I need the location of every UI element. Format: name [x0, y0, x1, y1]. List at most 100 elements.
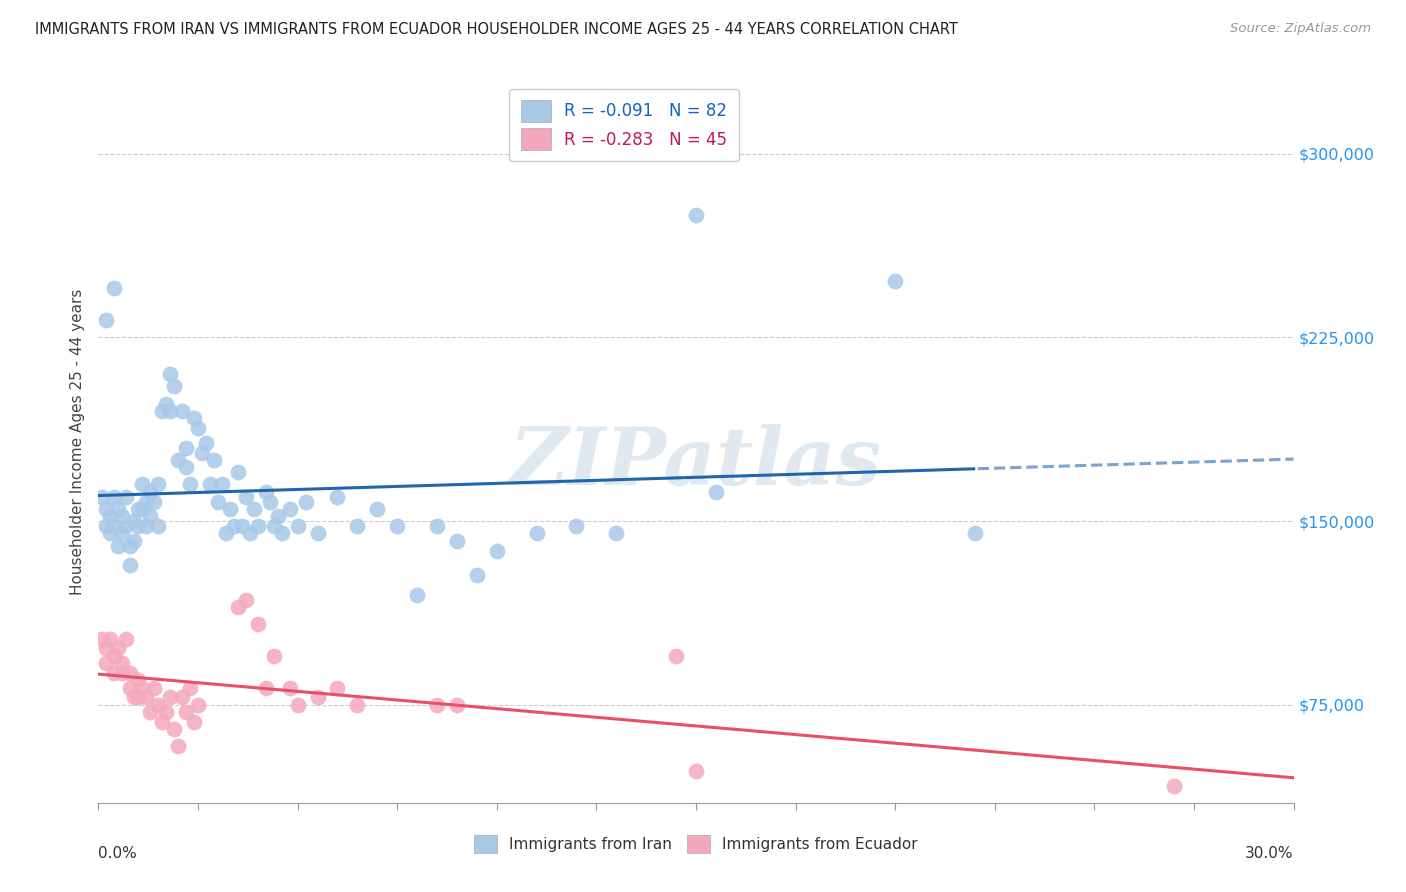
Point: [385, 519, 409, 533]
Point: [96, 313, 118, 327]
Point: [235, 592, 257, 607]
Point: [211, 477, 233, 491]
Point: [346, 698, 368, 712]
Point: [139, 705, 162, 719]
Point: [96, 641, 118, 656]
Point: [174, 705, 197, 719]
Point: [187, 698, 209, 712]
Point: [198, 477, 221, 491]
Point: [111, 526, 134, 541]
Point: [96, 502, 118, 516]
Point: [202, 453, 225, 467]
Point: [263, 519, 285, 533]
Point: [155, 705, 177, 719]
Point: [120, 539, 142, 553]
Point: [366, 502, 388, 516]
Point: [131, 502, 153, 516]
Point: [127, 502, 149, 516]
Point: [103, 281, 125, 295]
Point: [103, 519, 125, 533]
Point: [91, 632, 114, 646]
Point: [207, 494, 229, 508]
Point: [246, 519, 269, 533]
Point: [115, 490, 138, 504]
Point: [127, 519, 149, 533]
Point: [172, 690, 194, 705]
Point: [148, 698, 170, 712]
Point: [124, 533, 146, 548]
Point: [143, 681, 166, 695]
Point: [346, 519, 368, 533]
Point: [174, 460, 197, 475]
Point: [685, 764, 707, 778]
Text: ZIPatlas: ZIPatlas: [510, 425, 882, 502]
Point: [127, 690, 149, 705]
Point: [294, 494, 316, 508]
Point: [426, 519, 449, 533]
Point: [163, 723, 186, 737]
Point: [307, 690, 329, 705]
Point: [326, 681, 349, 695]
Text: 0.0%: 0.0%: [98, 847, 138, 861]
Point: [139, 484, 162, 499]
Point: [143, 494, 166, 508]
Point: [263, 648, 285, 663]
Point: [98, 509, 122, 524]
Point: [704, 484, 727, 499]
Point: [139, 509, 162, 524]
Point: [287, 698, 309, 712]
Point: [163, 379, 186, 393]
Point: [155, 396, 177, 410]
Text: IMMIGRANTS FROM IRAN VS IMMIGRANTS FROM ECUADOR HOUSEHOLDER INCOME AGES 25 - 44 : IMMIGRANTS FROM IRAN VS IMMIGRANTS FROM …: [35, 22, 957, 37]
Point: [307, 526, 329, 541]
Point: [446, 533, 468, 548]
Point: [131, 477, 153, 491]
Point: [426, 698, 449, 712]
Point: [215, 526, 238, 541]
Point: [159, 367, 181, 381]
Point: [107, 539, 129, 553]
Point: [179, 477, 201, 491]
Point: [326, 490, 349, 504]
Point: [239, 526, 262, 541]
Point: [195, 435, 218, 450]
Point: [96, 656, 118, 670]
Point: [605, 526, 627, 541]
Point: [259, 494, 281, 508]
Point: [526, 526, 548, 541]
Point: [167, 739, 190, 754]
Point: [235, 490, 257, 504]
Point: [135, 690, 157, 705]
Point: [1163, 779, 1185, 793]
Point: [120, 558, 142, 573]
Point: [254, 681, 277, 695]
Point: [111, 509, 134, 524]
Point: [174, 441, 197, 455]
Point: [96, 519, 118, 533]
Point: [111, 656, 134, 670]
Point: [226, 465, 249, 479]
Point: [884, 274, 907, 288]
Point: [278, 502, 301, 516]
Point: [485, 543, 508, 558]
Point: [135, 519, 157, 533]
Y-axis label: Householder Income Ages 25 - 44 years: Householder Income Ages 25 - 44 years: [69, 288, 84, 595]
Text: Source: ZipAtlas.com: Source: ZipAtlas.com: [1230, 22, 1371, 36]
Point: [179, 681, 201, 695]
Point: [246, 617, 269, 632]
Point: [465, 568, 488, 582]
Point: [103, 490, 125, 504]
Point: [120, 665, 142, 680]
Point: [127, 673, 149, 688]
Legend: Immigrants from Iran, Immigrants from Ecuador: Immigrants from Iran, Immigrants from Ec…: [467, 827, 925, 860]
Point: [135, 494, 157, 508]
Point: [148, 477, 170, 491]
Point: [226, 599, 249, 614]
Point: [115, 632, 138, 646]
Point: [98, 526, 122, 541]
Point: [287, 519, 309, 533]
Point: [103, 648, 125, 663]
Point: [150, 404, 173, 418]
Point: [183, 714, 205, 729]
Point: [111, 665, 134, 680]
